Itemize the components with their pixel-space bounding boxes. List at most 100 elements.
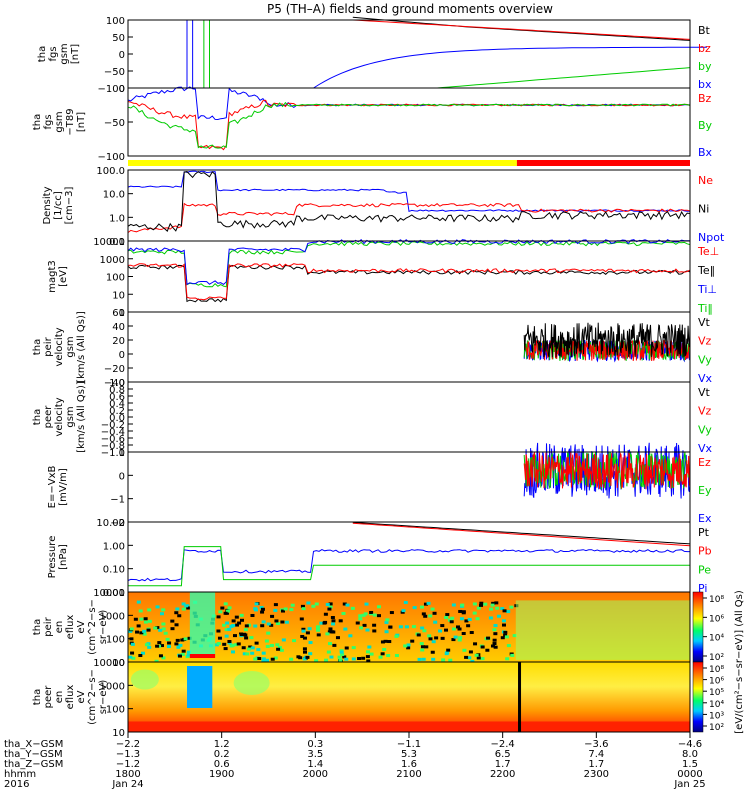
spectrogram-pixel: [473, 642, 478, 646]
spectrogram-pixel: [305, 631, 310, 635]
spectrogram-pixel: [433, 620, 438, 624]
spectrogram-band: [128, 721, 690, 732]
x-tick-label-hhmm: 2200: [490, 769, 515, 780]
spectrogram-pixel: [406, 643, 411, 647]
spectrogram-pixel: [497, 614, 502, 618]
spectrogram-pixel: [224, 634, 229, 638]
x-tick-label-date: Jan 25: [673, 779, 705, 790]
spectrogram-pixel: [223, 647, 228, 651]
spectrogram-pixel: [245, 652, 250, 656]
spectrogram-pixel: [460, 603, 465, 607]
spectrogram-pixel: [365, 628, 370, 632]
spectrogram-pixel: [447, 618, 452, 622]
spectrogram-pixel: [330, 630, 335, 634]
trace-pt: [352, 521, 691, 545]
y-tick-label: 0.2: [109, 406, 125, 417]
spectrogram-pixel: [432, 611, 437, 615]
spectrogram-pixel: [327, 630, 332, 634]
spectrogram-pixel: [512, 634, 517, 638]
spectrogram-pixel: [341, 612, 346, 616]
spectrogram-pixel: [479, 601, 484, 605]
y-tick-label: 0: [119, 50, 125, 61]
panel-efield: 1 0 −1 −2 E=−VxB [mV/m] Ez Ey Ex: [47, 442, 712, 529]
y-axis-label: fgs: [43, 114, 54, 129]
spectrogram-pixel: [361, 656, 366, 660]
spectrogram-pixel: [157, 641, 162, 645]
spectrogram-pixel: [138, 654, 143, 658]
spectrogram-pixel: [155, 605, 160, 609]
y-tick-label: 0.4: [109, 399, 125, 410]
spectrogram-pixel: [406, 646, 411, 650]
spectrogram-pixel: [187, 636, 192, 640]
x-tick-label-y: −1.3: [116, 749, 140, 760]
spectrogram-pixel: [292, 639, 297, 643]
y-tick-label: 100: [106, 273, 125, 284]
y-tick-label: −0.8: [101, 441, 125, 452]
legend-npot: Npot: [698, 231, 725, 244]
panel-frame: [127, 169, 691, 242]
spectrogram-pixel: [468, 650, 473, 654]
spectrogram-pixel: [161, 627, 166, 631]
spectrogram-pixel: [470, 659, 475, 663]
spectrogram-pixel: [351, 657, 356, 661]
trace-red: [127, 263, 691, 301]
spectrogram-pixel: [246, 647, 251, 651]
spectrogram-pixel: [325, 603, 330, 607]
spectrogram-pixel: [266, 631, 271, 635]
spectrogram-pixel: [314, 602, 319, 606]
spectrogram-pixel: [308, 652, 313, 656]
spectrogram-pixel: [451, 603, 456, 607]
y-axis-label: −T89: [65, 108, 76, 135]
spectrogram-pixel: [322, 621, 327, 625]
spectrogram-pixel: [426, 601, 431, 605]
legend-pt: Pt: [698, 526, 710, 539]
spectrogram-pixel: [438, 629, 443, 633]
spectrogram-pixel: [394, 654, 399, 658]
spectrogram-pixel: [489, 607, 494, 611]
spectrogram-pixel: [136, 600, 141, 604]
spectrogram-pixel: [302, 650, 307, 654]
x-row-label: tha_Y−GSM: [4, 749, 63, 760]
y-axis-label: tha: [32, 619, 43, 635]
spectrogram-pixel: [266, 622, 271, 626]
spectrogram-pixel: [475, 617, 480, 621]
spectrogram-pixel: [175, 638, 180, 642]
spectrogram-pixel: [506, 644, 511, 648]
x-tick-label-y: 6.5: [495, 749, 511, 760]
trace-red: [523, 452, 691, 490]
y-axis-label: [1/cc]: [53, 191, 64, 220]
spectrogram-pixel: [387, 640, 392, 644]
spectrogram-pixel: [459, 617, 464, 621]
spectrogram-pixel: [225, 609, 230, 613]
spectrogram-pixel: [510, 653, 515, 657]
spectrogram-pixel: [383, 639, 388, 643]
spectrogram-pixel: [428, 637, 433, 641]
y-axis-label: tha: [32, 409, 43, 425]
spectrogram-pixel: [146, 628, 151, 632]
spectrogram-pixel: [327, 607, 332, 611]
spectrogram-pixel: [403, 600, 408, 604]
spectrogram-pixel: [358, 614, 363, 618]
spectrogram-pixel: [260, 607, 265, 611]
panel-fgs: 100 50 0 −50 −100 tha fgs gsm [nT] Bt bz by bx: [37, 16, 712, 95]
spectrogram-pixel: [159, 644, 164, 648]
spectrogram-pixel: [158, 654, 163, 658]
y-tick-label: 1.00: [103, 541, 125, 552]
spectrogram-pixel: [222, 623, 227, 627]
spectrogram-pixel: [404, 625, 409, 629]
spectrogram-pixel: [270, 657, 275, 661]
x-tick-label-hhmm: 2300: [584, 769, 609, 780]
y-axis-label: en: [54, 691, 65, 704]
trace-black: [127, 264, 691, 303]
spectrogram-pixel: [180, 652, 185, 656]
spectrogram-pixel: [483, 602, 488, 606]
y-tick-label: −0.2: [101, 420, 125, 431]
spectrogram-pixel: [366, 659, 371, 663]
spectrogram-pixel: [229, 644, 234, 648]
spectrogram-pixel: [472, 602, 477, 606]
panel-density: 100.0 10.0 1.0 0.1 Density [1/cc] [cm−3] Ne Ni Np…: [42, 166, 725, 248]
y-tick-label: 10000: [93, 237, 125, 248]
spectrogram-pixel: [161, 608, 166, 612]
spectrogram-pixel: [319, 621, 324, 625]
